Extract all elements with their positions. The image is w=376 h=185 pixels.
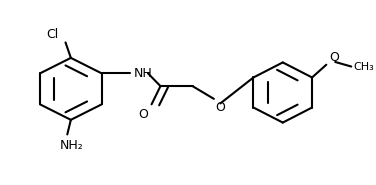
Text: O: O xyxy=(329,51,339,64)
Text: O: O xyxy=(216,101,226,114)
Text: Cl: Cl xyxy=(46,28,58,41)
Text: NH₂: NH₂ xyxy=(60,139,83,152)
Text: NH: NH xyxy=(134,67,153,80)
Text: O: O xyxy=(138,108,148,121)
Text: CH₃: CH₃ xyxy=(353,62,374,72)
